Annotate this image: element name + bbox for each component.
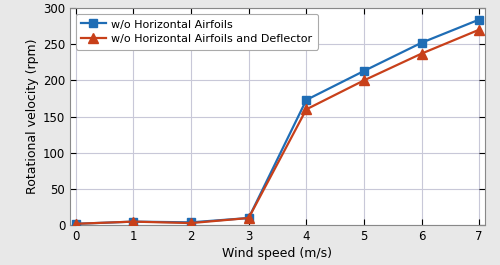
w/o Horizontal Airfoils and Deflector xyxy=(73,222,79,226)
w/o Horizontal Airfoils and Deflector xyxy=(246,217,252,220)
w/o Horizontal Airfoils and Deflector xyxy=(304,108,310,111)
X-axis label: Wind speed (m/s): Wind speed (m/s) xyxy=(222,247,332,260)
w/o Horizontal Airfoils xyxy=(304,98,310,101)
Line: w/o Horizontal Airfoils and Deflector: w/o Horizontal Airfoils and Deflector xyxy=(72,25,484,228)
Legend: w/o Horizontal Airfoils, w/o Horizontal Airfoils and Deflector: w/o Horizontal Airfoils, w/o Horizontal … xyxy=(76,14,318,50)
w/o Horizontal Airfoils xyxy=(246,217,252,220)
w/o Horizontal Airfoils xyxy=(130,220,136,223)
w/o Horizontal Airfoils and Deflector xyxy=(418,52,424,55)
w/o Horizontal Airfoils and Deflector xyxy=(130,220,136,223)
w/o Horizontal Airfoils and Deflector xyxy=(188,222,194,225)
Line: w/o Horizontal Airfoils: w/o Horizontal Airfoils xyxy=(72,16,483,228)
w/o Horizontal Airfoils and Deflector xyxy=(361,79,367,82)
Y-axis label: Rotational velocity (rpm): Rotational velocity (rpm) xyxy=(26,39,38,194)
w/o Horizontal Airfoils xyxy=(476,18,482,21)
w/o Horizontal Airfoils xyxy=(418,41,424,44)
w/o Horizontal Airfoils xyxy=(73,222,79,226)
w/o Horizontal Airfoils xyxy=(361,69,367,73)
w/o Horizontal Airfoils xyxy=(188,221,194,224)
w/o Horizontal Airfoils and Deflector xyxy=(476,28,482,31)
